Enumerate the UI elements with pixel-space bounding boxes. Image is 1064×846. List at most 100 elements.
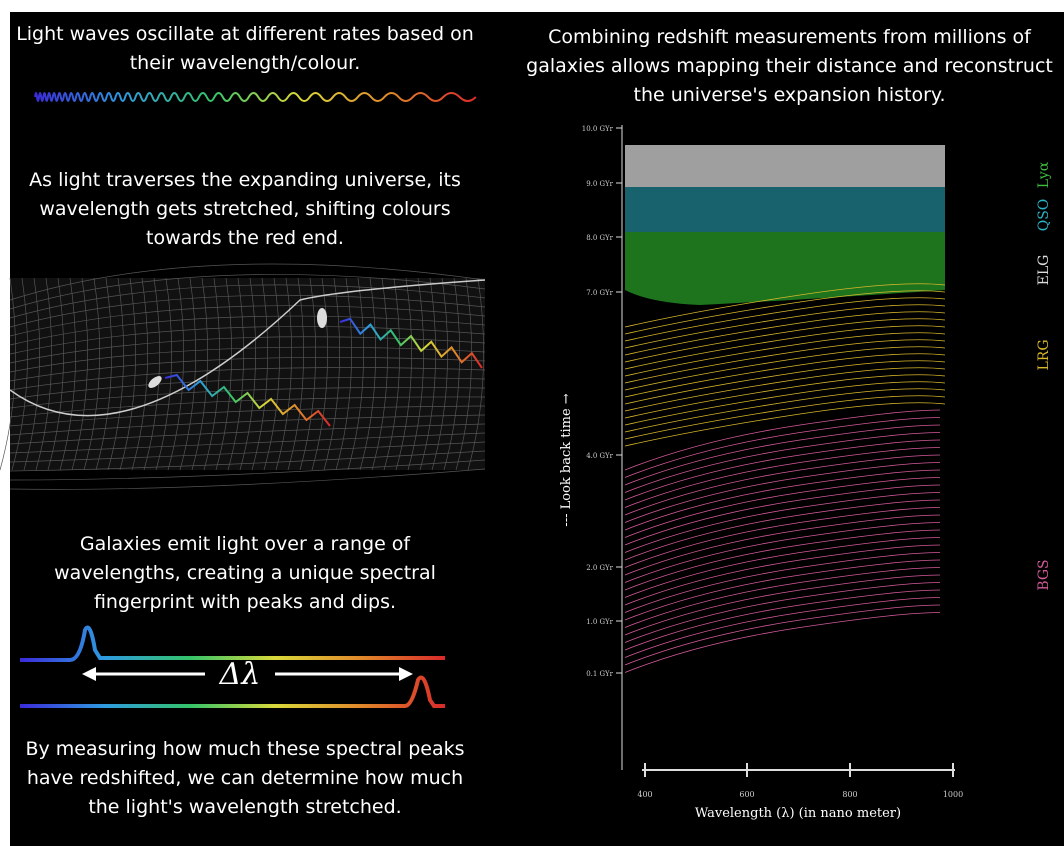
stretch-caption: As light traverses the expanding univers…: [29, 169, 461, 249]
grid-line: [9, 423, 486, 445]
y-tick-label: 4.0 GYr: [586, 452, 613, 460]
grid-panel: [10, 278, 485, 470]
bgs-spectrum: [624, 477, 941, 538]
grid-line: [9, 441, 486, 463]
bgs-spectrum: [624, 469, 941, 531]
grid-line: [179, 277, 196, 471]
grid-line: [443, 277, 460, 471]
grid-line: [251, 277, 268, 471]
grid-line: [371, 277, 388, 471]
lrg-spectrum: [624, 297, 946, 342]
grid-line: [203, 277, 220, 471]
grid-line: [9, 367, 486, 391]
bgs-spectrum: [624, 589, 941, 651]
spectrum-redshifted: [20, 675, 445, 708]
bgs-spectrum: [624, 537, 941, 598]
grid-line: [407, 277, 424, 471]
bgs-spectrum: [624, 462, 941, 523]
grid-line: [23, 277, 40, 471]
lrg-spectrum: [624, 353, 946, 398]
x-tick-label: 1000: [943, 790, 963, 799]
lya-band: [625, 145, 945, 187]
lrg-spectrum: [624, 360, 946, 405]
bgs-spectrum: [624, 484, 941, 546]
grid-curve: [9, 279, 486, 417]
grid-line: [131, 277, 148, 471]
y-tick-label: 10.0 GYr: [582, 125, 614, 133]
grid-line: [9, 387, 486, 409]
bgs-spectrum: [624, 447, 941, 508]
x-tick-label: 800: [842, 790, 857, 799]
grid-line: [431, 277, 448, 471]
lrg-spectrum: [624, 381, 946, 426]
grid-line: [47, 277, 64, 471]
bgs-spectrum: [624, 612, 941, 673]
grid-line: [215, 277, 232, 471]
bgs-spectrum: [624, 597, 941, 658]
lrg-spectrum: [624, 290, 946, 335]
bgs-spectrum: [624, 529, 941, 591]
bgs-spectrum: [624, 409, 941, 471]
band-label: LRG: [1036, 339, 1052, 370]
grid-line: [227, 277, 244, 471]
grid-line: [335, 277, 352, 471]
lrg-spectrum: [624, 374, 946, 419]
grid-line: [9, 468, 486, 490]
y-tick-label: 2.0 GYr: [586, 564, 613, 572]
bgs-spectrum: [624, 514, 941, 576]
bgs-spectrum: [624, 567, 941, 628]
bgs-spectrum: [624, 544, 941, 606]
grid-line: [59, 277, 76, 471]
lrg-spectrum: [624, 402, 946, 447]
grid-line: [35, 277, 52, 471]
grid-line: [9, 405, 486, 427]
grid-line: [107, 277, 124, 471]
grid-line: [9, 284, 486, 319]
grid-line: [191, 277, 208, 471]
lrg-spectrum: [624, 388, 946, 433]
lrg-spectrum: [624, 283, 946, 328]
x-tick-label: 600: [739, 790, 754, 799]
y-tick-label: 0.1 GYr: [586, 670, 613, 678]
grid-line: [9, 450, 486, 472]
band-label: ELG: [1036, 255, 1052, 286]
grid-line: [11, 277, 28, 471]
x-tick-label: 400: [637, 790, 652, 799]
rainbow-wave: [34, 92, 477, 102]
grid-line: [395, 277, 412, 471]
bgs-spectrum: [624, 454, 941, 516]
bgs-spectrum: [624, 507, 941, 568]
grid-line: [239, 277, 256, 471]
bgs-spectrum: [624, 552, 941, 613]
spectrum-caption: Galaxies emit light over a range of wave…: [54, 533, 436, 613]
grid-line: [83, 277, 100, 471]
grid-line: [167, 277, 184, 471]
galaxy: [148, 376, 162, 388]
bgs-spectrum: [624, 582, 941, 643]
band-label: QSO: [1036, 199, 1052, 232]
lrg-spectrum: [624, 318, 946, 363]
grid-line: [9, 263, 486, 301]
redshift-caption: By measuring how much these spectral pea…: [25, 738, 465, 818]
grid-line: [323, 277, 340, 471]
grid-line: [9, 356, 486, 382]
grid-line: [299, 277, 316, 471]
bgs-spectrum: [624, 604, 941, 666]
grid-line: [347, 277, 364, 471]
y-tick-label: 7.0 GYr: [586, 289, 613, 297]
bgs-spectrum: [624, 499, 941, 561]
grid-line: [119, 277, 136, 471]
bgs-spectrum: [624, 417, 941, 478]
grid-line: [9, 414, 486, 436]
lrg-spectrum: [624, 325, 946, 370]
grid-line: [311, 277, 328, 471]
bgs-spectrum: [624, 574, 941, 636]
bgs-spectrum: [624, 439, 941, 501]
bgs-spectrum: [624, 522, 941, 583]
grid-line: [455, 277, 472, 471]
grid-line: [287, 277, 304, 471]
grid-line: [9, 305, 486, 337]
light-ray: [164, 373, 331, 427]
delta-label: Δλ: [219, 657, 261, 692]
wave-caption: Light waves oscillate at different rates…: [16, 23, 474, 74]
